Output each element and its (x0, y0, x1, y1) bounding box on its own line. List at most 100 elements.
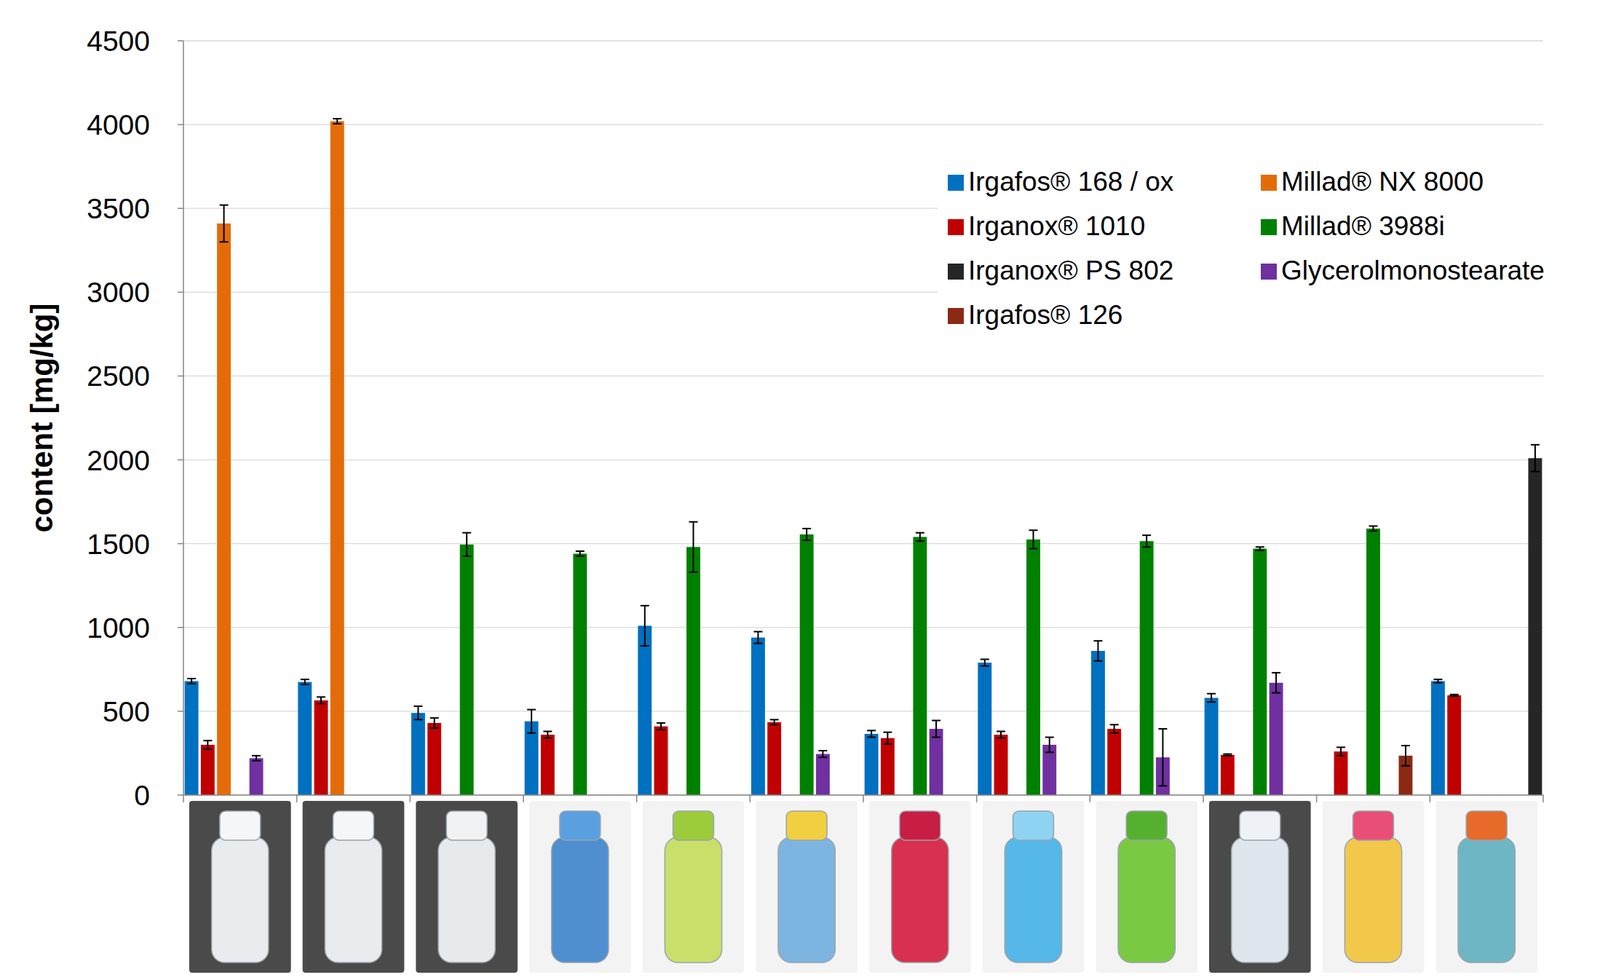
error-line (530, 709, 533, 734)
error-line (1048, 737, 1051, 753)
bottle-cap (1126, 810, 1167, 841)
y-tick (177, 207, 184, 209)
error-cap (818, 749, 827, 752)
legend-swatch (947, 307, 964, 324)
bar (929, 728, 944, 795)
error-cap (462, 532, 471, 534)
error-cap (882, 743, 892, 745)
error-cap (931, 719, 941, 722)
error-line (1113, 724, 1116, 734)
error-bar (689, 521, 699, 573)
error-bar (996, 731, 1006, 739)
error-line (692, 521, 695, 573)
legend-swatch (1260, 219, 1277, 236)
grid-line (183, 459, 1544, 461)
bottle-cap (899, 810, 941, 841)
photo-ground (1322, 800, 1425, 973)
y-tick-label: 4500 (86, 25, 150, 57)
x-tick (749, 794, 752, 803)
y-tick-label: 2000 (86, 444, 150, 477)
photo-ground (1095, 800, 1198, 973)
bar (540, 734, 555, 795)
error-bar (1530, 444, 1540, 472)
x-tick (522, 794, 525, 803)
error-cap (543, 730, 552, 733)
y-tick-label: 4000 (86, 109, 150, 141)
error-bar (462, 532, 471, 557)
x-tick (1202, 794, 1205, 803)
bottle-body (211, 837, 269, 963)
error-bar (656, 722, 666, 730)
error-line (336, 118, 338, 124)
bar (1026, 539, 1041, 795)
error-cap (1206, 701, 1216, 703)
bar (816, 754, 830, 795)
legend-swatch (1260, 263, 1277, 280)
error-bar (1336, 746, 1346, 756)
y-tick-label: 1500 (86, 528, 150, 560)
y-tick-label: 3500 (86, 192, 150, 225)
error-cap (1369, 529, 1378, 532)
error-cap (332, 123, 342, 125)
error-cap (462, 555, 471, 557)
bottle-body (1004, 837, 1062, 963)
product-photo (415, 800, 518, 973)
error-cap (332, 117, 342, 120)
error-cap (866, 736, 876, 739)
error-bar (430, 717, 439, 728)
bottle-cap (446, 810, 487, 841)
error-line (433, 717, 436, 728)
error-line (465, 532, 468, 557)
error-bar (251, 755, 261, 761)
error-cap (996, 737, 1006, 739)
error-bar (1222, 754, 1232, 756)
x-tick (1089, 794, 1092, 803)
bar (1091, 650, 1106, 795)
y-tick (177, 291, 184, 294)
error-bar (332, 118, 342, 124)
error-line (886, 732, 889, 744)
bar (654, 726, 669, 795)
error-cap (1530, 470, 1540, 473)
y-tick (177, 375, 184, 378)
error-cap (980, 665, 990, 667)
error-cap (1336, 746, 1346, 748)
x-tick (1316, 794, 1318, 803)
y-tick (177, 543, 184, 545)
photo-ground (642, 800, 745, 973)
bar (1269, 682, 1284, 795)
error-line (1372, 525, 1375, 531)
bar (297, 682, 312, 795)
bar (1527, 457, 1542, 795)
error-cap (915, 540, 925, 542)
error-cap (1336, 754, 1346, 757)
bar (524, 721, 539, 795)
product-photo (1209, 800, 1312, 973)
error-cap (543, 737, 552, 739)
error-bar (1142, 535, 1151, 547)
bar (880, 738, 895, 795)
error-bar (753, 631, 763, 644)
y-tick (177, 459, 184, 461)
error-cap (931, 736, 941, 739)
error-cap (1158, 784, 1167, 787)
product-photo (869, 800, 972, 973)
error-cap (575, 555, 585, 557)
error-line (579, 551, 581, 557)
y-tick (177, 794, 184, 796)
error-line (1096, 640, 1099, 661)
bar (994, 734, 1009, 795)
legend: Irgafos® 168 / oxIrganox® 1010Irganox® P… (937, 165, 1576, 350)
error-cap (1433, 678, 1443, 680)
photo-ground (982, 800, 1085, 973)
bottle-cap (219, 810, 261, 841)
bottle-body (1344, 837, 1402, 963)
error-cap (1206, 692, 1216, 695)
legend-label: Glycerolmonostearate (1281, 255, 1545, 286)
error-cap (187, 682, 196, 685)
error-cap (413, 705, 423, 707)
x-tick (182, 794, 185, 803)
bar (1252, 548, 1267, 795)
x-tick (1542, 794, 1544, 803)
y-tick-label: 500 (102, 695, 150, 728)
